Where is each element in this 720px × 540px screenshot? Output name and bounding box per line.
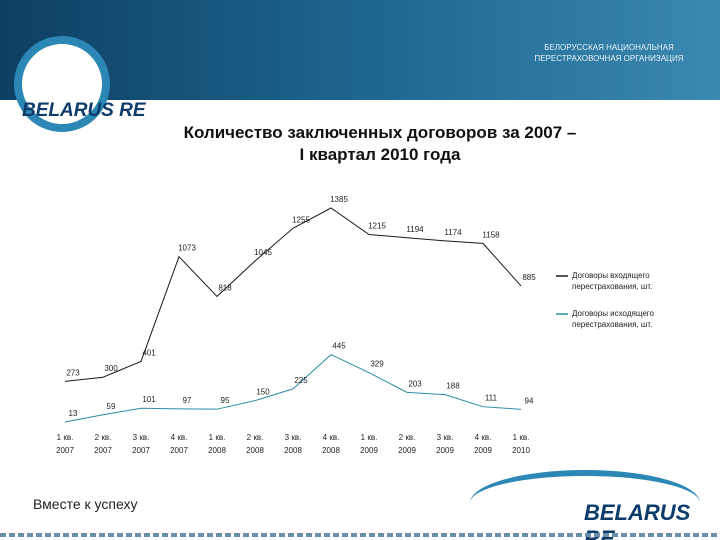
x-tick-label: 1 кв. <box>361 433 378 442</box>
x-tick-label: 1 кв. <box>513 433 530 442</box>
x-tick-label: 2 кв. <box>247 433 264 442</box>
x-tick-label: 2008 <box>284 446 302 455</box>
slogan: Вместе к успеху <box>33 496 138 512</box>
x-tick-label: 2008 <box>322 446 340 455</box>
x-tick-label: 2 кв. <box>399 433 416 442</box>
legend-label: Договоры входящего перестрахования, шт. <box>572 271 653 291</box>
x-tick-label: 3 кв. <box>437 433 454 442</box>
logo-ring <box>14 36 110 132</box>
x-tick-label: 3 кв. <box>133 433 150 442</box>
x-tick-label: 2009 <box>360 446 378 455</box>
data-label: 111 <box>485 394 498 403</box>
x-tick-label: 2008 <box>208 446 226 455</box>
data-label: 445 <box>332 342 346 351</box>
data-label: 885 <box>522 273 536 282</box>
data-label: 13 <box>69 409 78 418</box>
footer-swoosh <box>470 470 700 536</box>
data-label: 818 <box>218 283 232 292</box>
data-label: 300 <box>104 364 118 373</box>
x-tick-label: 3 кв. <box>285 433 302 442</box>
chart-title: Количество заключенных договоров за 2007… <box>183 123 577 164</box>
organization-name: БЕЛОРУССКАЯ НАЦИОНАЛЬНАЯ ПЕРЕСТРАХОВОЧНА… <box>534 43 684 63</box>
x-tick-label: 4 кв. <box>323 433 340 442</box>
legend-label: Договоры исходящего перестрахования, шт. <box>572 309 654 329</box>
x-tick-label: 2010 <box>512 446 530 455</box>
data-label: 401 <box>142 348 156 357</box>
x-tick-label: 2009 <box>474 446 492 455</box>
header-band <box>0 0 720 100</box>
data-label: 329 <box>370 360 384 369</box>
series-line <box>64 207 522 382</box>
legend-entry: Договоры исходящего перестрахования, шт. <box>572 309 654 329</box>
data-label: 1385 <box>330 195 348 204</box>
x-tick-label: 2007 <box>132 446 150 455</box>
footer-rule <box>0 533 720 537</box>
x-tick-label: 2008 <box>246 446 264 455</box>
data-label: 1255 <box>292 215 310 224</box>
x-tick-label: 1 кв. <box>209 433 226 442</box>
x-tick-label: 2007 <box>94 446 112 455</box>
data-label: 225 <box>294 376 308 385</box>
data-label: 203 <box>408 379 422 388</box>
x-tick-label: 4 кв. <box>475 433 492 442</box>
x-tick-label: 2007 <box>56 446 74 455</box>
logo-text: BELARUS RE <box>22 100 146 121</box>
x-tick-label: 1 кв. <box>57 433 74 442</box>
data-label: 59 <box>107 402 116 411</box>
data-label: 94 <box>525 396 534 405</box>
data-label: 1158 <box>482 230 500 239</box>
legend-entry: Договоры входящего перестрахования, шт. <box>572 271 653 291</box>
x-tick-label: 2009 <box>398 446 416 455</box>
series-line <box>64 354 522 423</box>
data-label: 273 <box>66 368 80 377</box>
data-label: 1174 <box>444 228 462 237</box>
data-label: 1215 <box>368 222 386 231</box>
x-tick-label: 2007 <box>170 446 188 455</box>
data-label: 97 <box>183 396 192 405</box>
x-tick-label: 2009 <box>436 446 454 455</box>
data-label: 1073 <box>178 244 196 253</box>
data-label: 101 <box>142 395 156 404</box>
data-label: 1045 <box>254 248 272 257</box>
x-tick-label: 4 кв. <box>171 433 188 442</box>
x-tick-label: 2 кв. <box>95 433 112 442</box>
data-label: 150 <box>256 388 270 397</box>
data-label: 95 <box>221 396 230 405</box>
data-label: 1194 <box>406 225 424 234</box>
data-label: 188 <box>446 382 460 391</box>
